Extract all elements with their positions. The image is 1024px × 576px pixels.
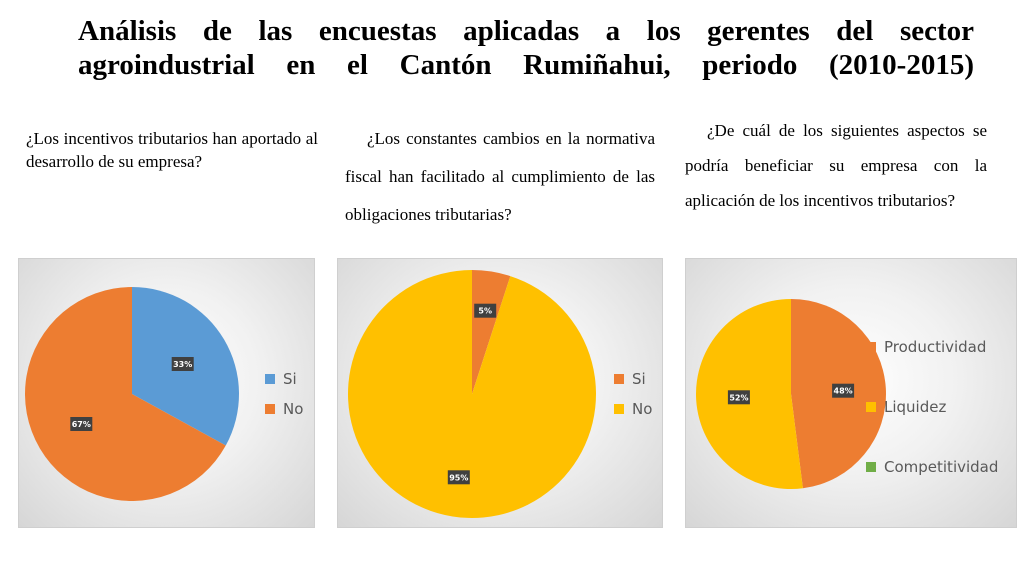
data-label-text: 5% [478,307,492,316]
legend-item-productividad: Productividad [866,317,998,377]
legend-item-si: Si [614,364,652,394]
pie-slice-si [472,270,511,394]
legend-swatch [866,402,876,412]
legend-swatch [614,404,624,414]
chart-1-legend: Si No [265,364,303,424]
legend-item-liquidez: Liquidez [866,377,998,437]
pie-chart-3: 48% 52% [695,299,886,489]
data-label-si: 5% [474,303,497,318]
legend-item-competitividad: Competitividad [866,437,998,497]
chart-panel-2: 5% 95% Si No [337,258,663,528]
data-label-no: 67% [70,417,93,431]
pie-chart-1: 33% 67% [24,287,239,501]
legend-swatch [866,462,876,472]
legend-item-si: Si [265,364,303,394]
question-1: ¿Los incentivos tributarios han aportado… [26,129,318,171]
legend-label: Competitividad [884,458,999,476]
pie-slice-no [24,287,226,501]
data-label-liquidez: 52% [727,390,750,405]
question-2: ¿Los constantes cambios en la normativa … [345,129,655,224]
legend-swatch [265,374,275,384]
data-label-text: 52% [729,393,748,402]
data-label-text: 67% [72,420,91,429]
chart-3-legend: Productividad Liquidez Competitividad [866,317,998,497]
pie-slice-no [347,270,596,518]
legend-item-no: No [614,394,652,424]
pie-chart-2: 5% 95% [347,270,596,518]
data-label-no: 95% [447,470,470,485]
page-title: Análisis de las encuestas aplicadas a lo… [78,14,974,82]
chart-panel-3: 48% 52% Productividad Liquidez Competitiv… [685,258,1017,528]
data-label-text: 95% [449,473,468,482]
legend-swatch [866,342,876,352]
legend-label: No [283,400,304,418]
legend-item-no: No [265,394,303,424]
legend-swatch [614,374,624,384]
legend-label: Si [283,370,297,388]
chart-panel-1: 33% 67% Si No [18,258,315,528]
page-title-line1: Análisis de las encuestas aplicadas a lo… [78,15,974,47]
page-title-line2: agroindustrial en el Cantón Rumiñahui, p… [78,49,974,81]
data-label-si: 33% [171,357,194,371]
data-label-text: 33% [173,360,192,369]
question-3: ¿De cuál de los siguientes aspectos se p… [685,121,987,210]
legend-label: No [632,400,653,418]
data-label-productividad: 48% [832,383,855,398]
legend-label: Productividad [884,338,987,356]
legend-swatch [265,404,275,414]
legend-label: Si [632,370,646,388]
data-label-text: 48% [834,387,853,396]
legend-label: Liquidez [884,398,947,416]
chart-2-legend: Si No [614,364,652,424]
